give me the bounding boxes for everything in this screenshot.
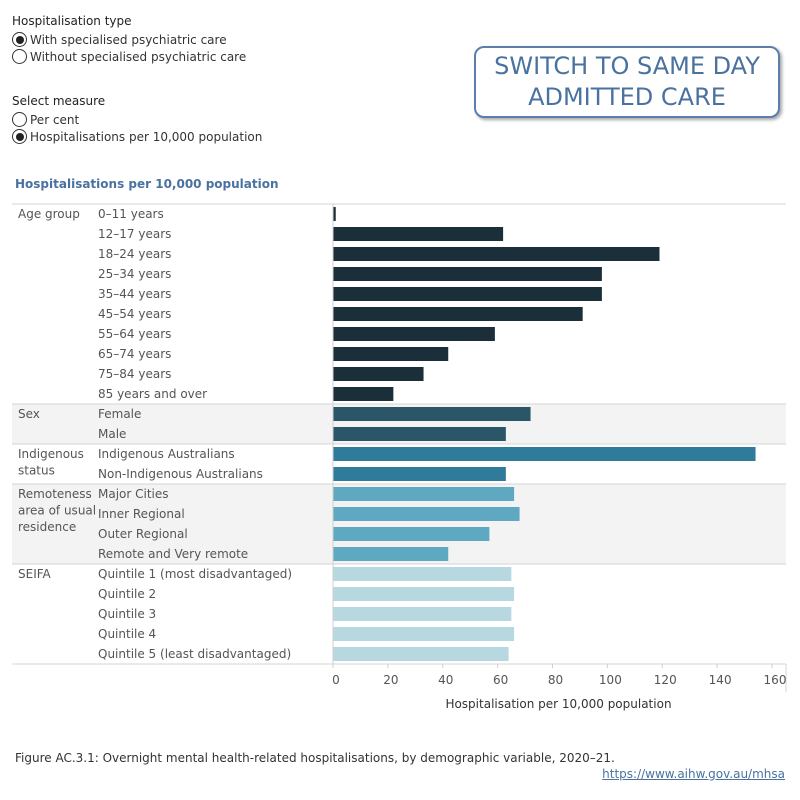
- category-label: 75–84 years: [98, 367, 171, 381]
- bar: [333, 307, 583, 321]
- category-label: 18–24 years: [98, 247, 171, 261]
- category-label: Indigenous Australians: [98, 447, 235, 461]
- bar: [333, 327, 495, 341]
- bar: [333, 607, 512, 621]
- radio-selected-icon[interactable]: [12, 32, 27, 47]
- bar: [333, 447, 756, 461]
- chart-title: Hospitalisations per 10,000 population: [15, 177, 279, 191]
- figure-caption: Figure AC.3.1: Overnight mental health-r…: [15, 751, 615, 765]
- x-tick-label: 0: [332, 673, 340, 687]
- category-label: 65–74 years: [98, 347, 171, 361]
- hospitalisation-type-title: Hospitalisation type: [12, 14, 132, 28]
- group-label: Remoteness area of usual residence: [18, 487, 96, 534]
- radio-unselected-icon[interactable]: [12, 49, 27, 64]
- radio-label: With specialised psychiatric care: [30, 32, 227, 47]
- bar: [333, 487, 515, 501]
- category-label: 25–34 years: [98, 267, 171, 281]
- radio-per-cent[interactable]: Per cent: [12, 111, 79, 128]
- category-label: Quintile 1 (most disadvantaged): [98, 567, 292, 581]
- x-tick-label: 40: [438, 673, 453, 687]
- group-label: SEIFA: [18, 567, 52, 581]
- radio-label: Without specialised psychiatric care: [30, 49, 247, 64]
- bar: [333, 267, 602, 281]
- bar: [333, 627, 515, 641]
- bar: [333, 527, 490, 541]
- bar: [333, 427, 506, 441]
- radio-selected-icon[interactable]: [12, 129, 27, 144]
- x-tick-label: 120: [654, 673, 677, 687]
- group-label: Indigenous status: [18, 447, 84, 478]
- radio-hospitalisations-per-10000[interactable]: Hospitalisations per 10,000 population: [12, 128, 262, 145]
- x-tick-label: 100: [599, 673, 622, 687]
- x-tick-label: 160: [764, 673, 787, 687]
- category-label: 45–54 years: [98, 307, 171, 321]
- group-label: Age group: [18, 207, 80, 221]
- radio-label: Hospitalisations per 10,000 population: [30, 129, 263, 144]
- category-label: Outer Regional: [98, 527, 188, 541]
- category-label: 0–11 years: [98, 207, 164, 221]
- bar-chart: Age group 0–11 years 12–17 years 18–24 year…: [12, 203, 787, 711]
- radio-without-specialised-care[interactable]: Without specialised psychiatric care: [12, 48, 246, 65]
- x-tick-label: 140: [709, 673, 732, 687]
- radio-with-specialised-care[interactable]: With specialised psychiatric care: [12, 31, 227, 48]
- category-label: 12–17 years: [98, 227, 171, 241]
- category-label: Remote and Very remote: [98, 547, 248, 561]
- bar: [333, 567, 512, 581]
- switch-button-line1: SWITCH TO SAME DAY: [494, 52, 760, 80]
- group-label: Sex: [18, 407, 40, 421]
- bar: [333, 547, 449, 561]
- switch-button-line2: ADMITTED CARE: [528, 83, 726, 111]
- category-label: Quintile 3: [98, 607, 156, 621]
- x-tick-label: 80: [548, 673, 563, 687]
- category-label: Quintile 2: [98, 587, 156, 601]
- category-label: Quintile 4: [98, 627, 156, 641]
- category-label: 55–64 years: [98, 327, 171, 341]
- category-label: 35–44 years: [98, 287, 171, 301]
- bar: [333, 347, 449, 361]
- category-label: Major Cities: [98, 487, 169, 501]
- source-link[interactable]: https://www.aihw.gov.au/mhsa: [602, 767, 785, 781]
- category-label: Inner Regional: [98, 507, 185, 521]
- category-label: Quintile 5 (least disadvantaged): [98, 647, 291, 661]
- select-measure-title: Select measure: [12, 94, 106, 108]
- x-tick-label: 60: [493, 673, 508, 687]
- radio-unselected-icon[interactable]: [12, 112, 27, 127]
- bar: [333, 507, 520, 521]
- category-label: 85 years and over: [98, 387, 207, 401]
- bar: [333, 587, 515, 601]
- x-tick-label: 20: [383, 673, 398, 687]
- bar: [333, 227, 504, 241]
- switch-to-same-day-button[interactable]: SWITCH TO SAME DAY ADMITTED CARE: [474, 46, 780, 118]
- bar: [333, 247, 660, 261]
- bar: [333, 467, 506, 481]
- bar: [333, 287, 602, 301]
- x-axis-title: Hospitalisation per 10,000 population: [445, 697, 671, 711]
- category-label: Female: [98, 407, 141, 421]
- bar: [333, 367, 424, 381]
- bar: [333, 207, 336, 221]
- radio-label: Per cent: [30, 112, 80, 127]
- category-label: Non-Indigenous Australians: [98, 467, 263, 481]
- bar: [333, 407, 531, 421]
- bar: [333, 647, 509, 661]
- bar: [333, 387, 394, 401]
- category-label: Male: [98, 427, 126, 441]
